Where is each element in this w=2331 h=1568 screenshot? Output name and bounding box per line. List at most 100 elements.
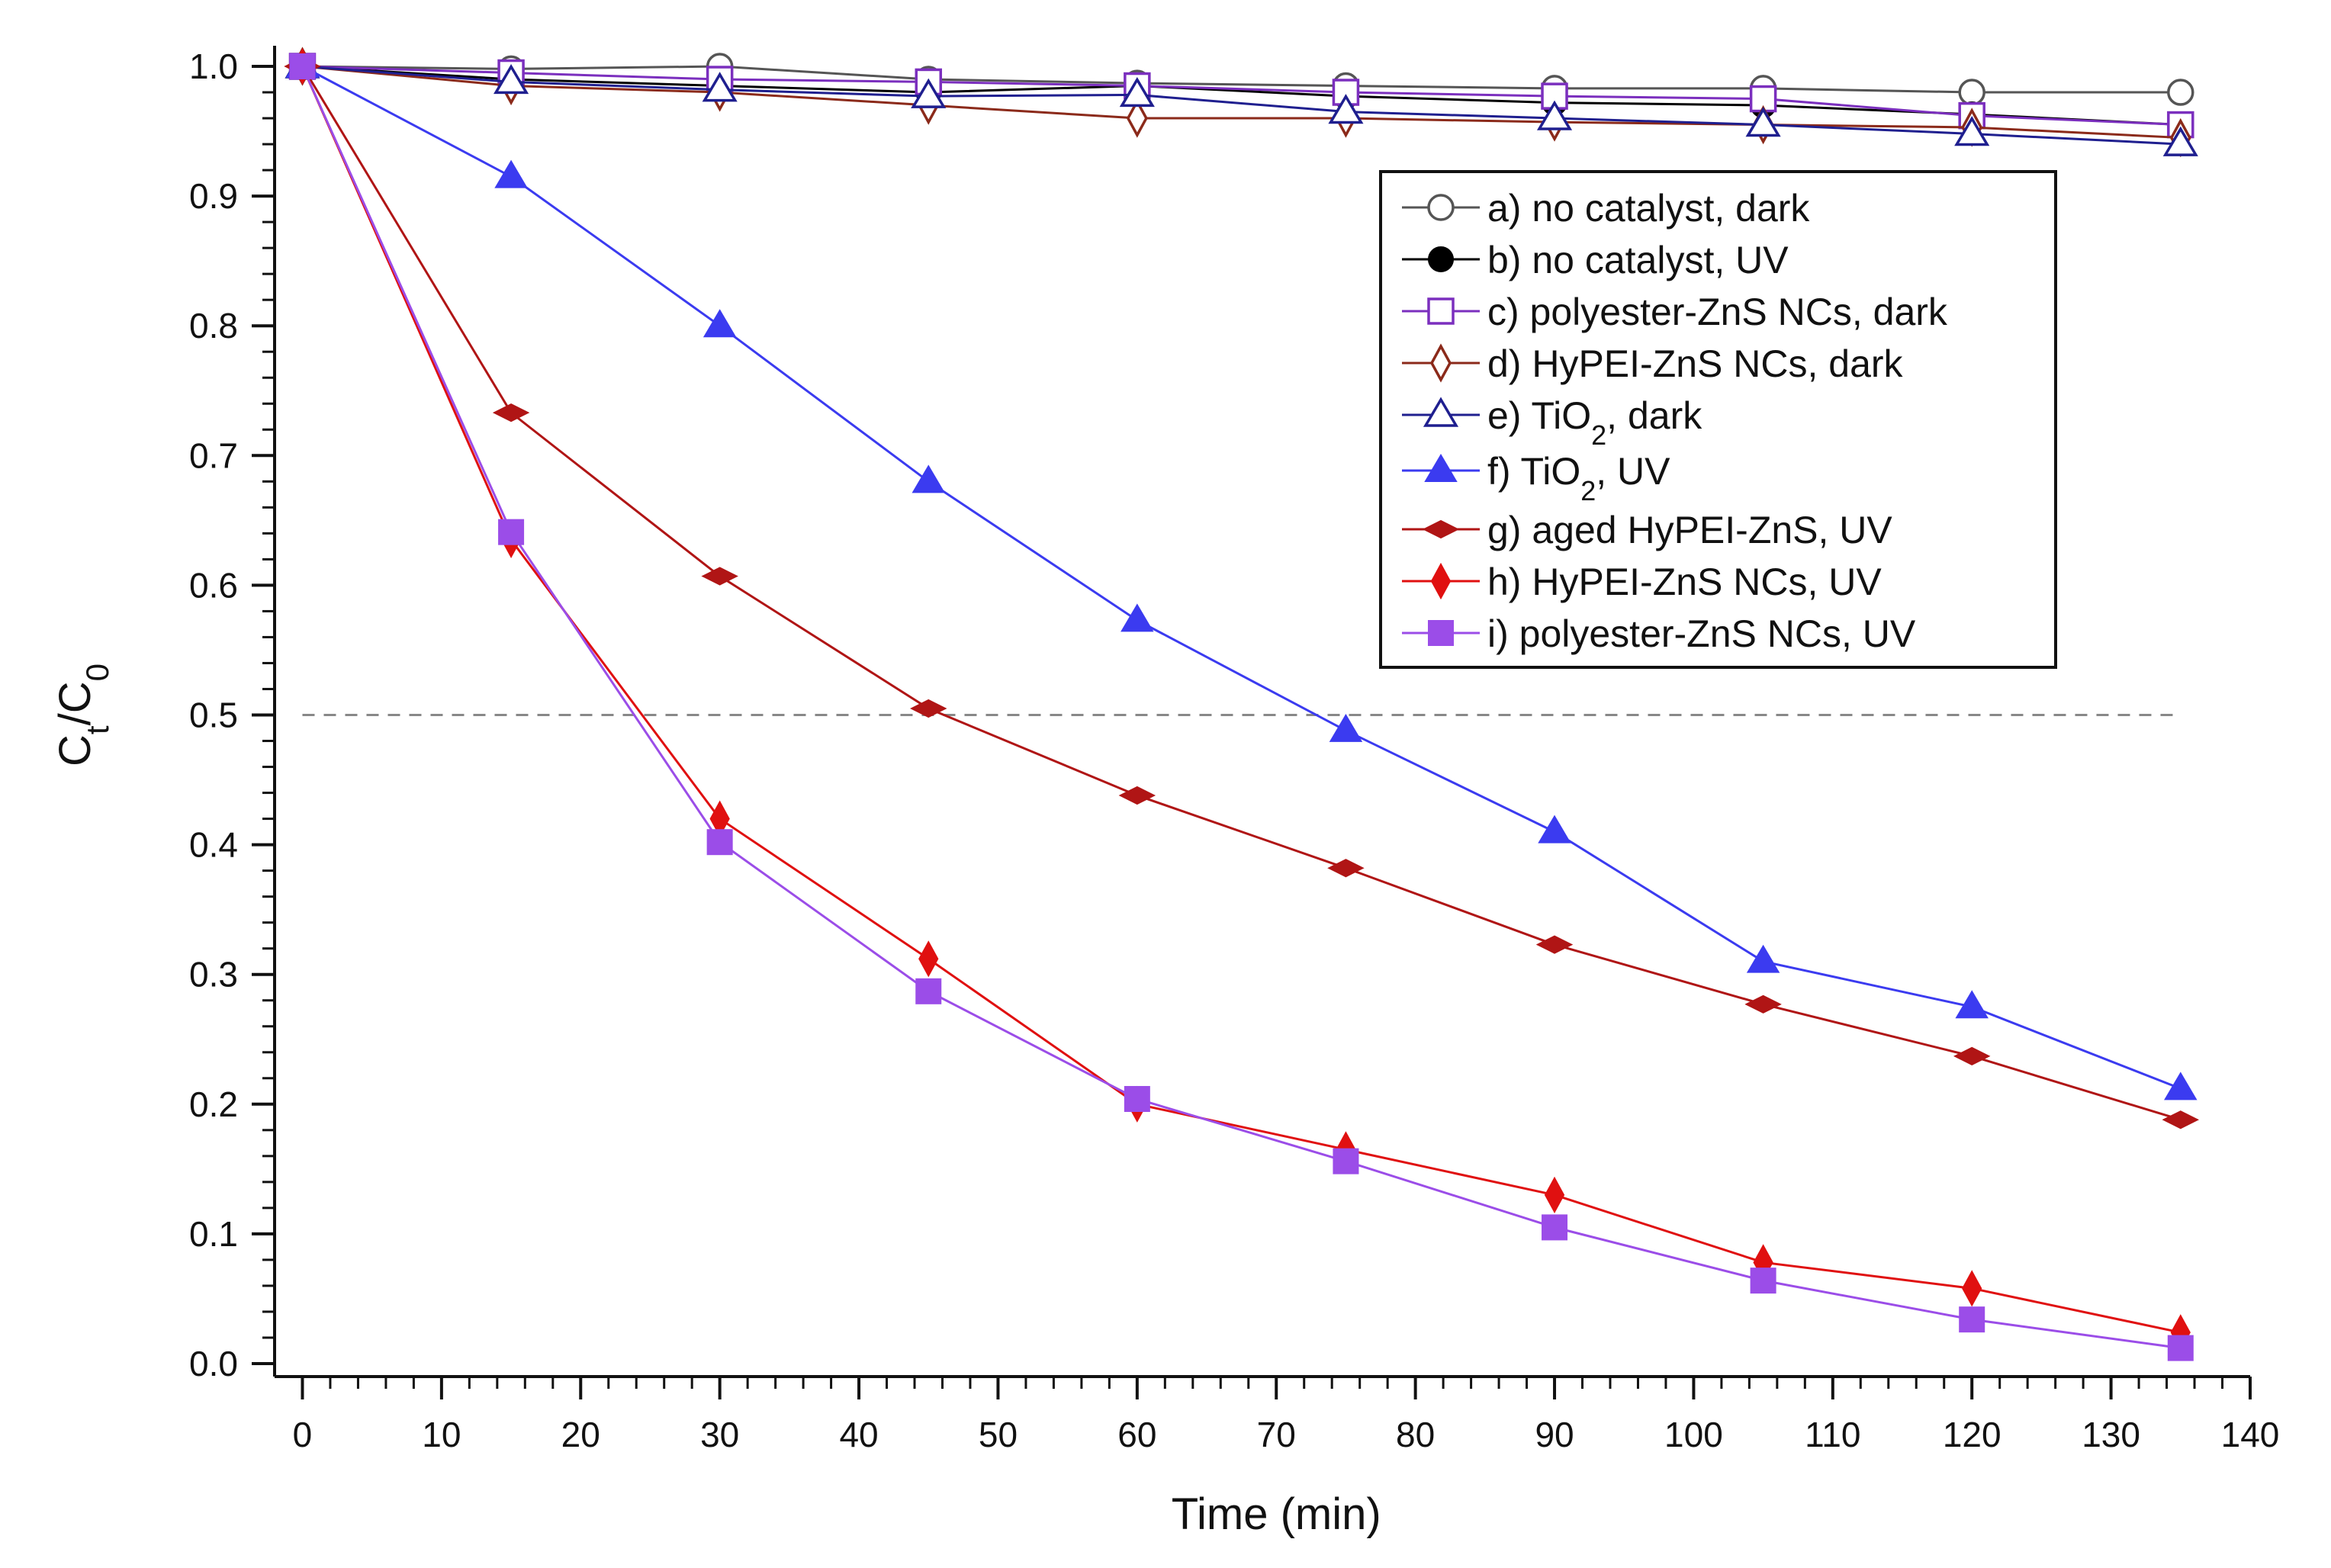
data-point (492, 403, 530, 423)
data-point (1535, 935, 1574, 954)
legend-entry: i) polyester-ZnS NCs, UV (1402, 612, 1916, 655)
series-line (302, 65, 2181, 146)
data-point (1750, 1268, 1776, 1294)
legend-entry: d) HyPEI-ZnS NCs, dark (1402, 342, 1904, 385)
y-tick-label: 0.0 (189, 1344, 238, 1383)
y-tick-label: 1.0 (189, 47, 238, 86)
series-line (302, 65, 2181, 127)
data-point (1958, 79, 1985, 106)
data-point (1959, 1306, 1985, 1333)
legend-marker (1423, 397, 1459, 427)
legend-marker (1428, 246, 1454, 272)
legend-marker (1427, 297, 1455, 325)
series-line (301, 66, 2181, 1350)
y-axis-title-sub2: 0 (79, 664, 115, 681)
y-axis-title-main: C (50, 734, 100, 766)
x-tick-label: 80 (1396, 1415, 1435, 1454)
legend-marker (1430, 562, 1452, 600)
x-tick-label: 130 (2082, 1415, 2140, 1454)
y-axis-title: Ct/C0 (50, 664, 115, 766)
y-tick-label: 0.3 (189, 955, 238, 994)
data-point (1544, 1176, 1565, 1213)
legend-marker (1422, 519, 1460, 539)
series-line (301, 66, 2181, 1121)
x-tick-label: 40 (839, 1415, 878, 1454)
data-point (910, 699, 947, 718)
legend-label: h) HyPEI-ZnS NCs, UV (1487, 561, 1882, 603)
x-tick-label: 10 (422, 1415, 461, 1454)
legend-entry: e) TiO2, dark (1402, 394, 1702, 451)
x-tick-label: 120 (1943, 1415, 2001, 1454)
x-tick-label: 30 (700, 1415, 739, 1454)
data-point (1744, 994, 1782, 1014)
data-point (2162, 126, 2198, 156)
legend-marker (1430, 343, 1452, 383)
series-5 (285, 48, 2198, 156)
data-point (1333, 1148, 1359, 1174)
data-point (1124, 1085, 1150, 1112)
data-point (494, 63, 529, 95)
data-point (2162, 1110, 2200, 1129)
y-tick-label: 0.9 (189, 176, 238, 216)
x-tick-label: 20 (561, 1415, 600, 1454)
legend-label: b) no catalyst, UV (1487, 239, 1789, 281)
series-layer (284, 47, 2200, 1361)
legend-label: e) TiO2, dark (1487, 394, 1702, 451)
x-tick-label: 70 (1257, 1415, 1296, 1454)
data-point (2167, 79, 2194, 106)
series-9 (289, 53, 2194, 1361)
x-tick-label: 100 (1664, 1415, 1723, 1454)
x-tick-label: 110 (1805, 1415, 1860, 1454)
y-tick-label: 0.5 (189, 696, 238, 735)
legend-label: a) no catalyst, dark (1487, 187, 1810, 230)
series-1 (288, 53, 2194, 106)
y-axis-title-sub1: t (79, 725, 115, 734)
data-point (1745, 107, 1781, 137)
data-point (1327, 859, 1365, 878)
data-point (912, 464, 946, 493)
legend-entry: b) no catalyst, UV (1402, 239, 1789, 281)
data-point (2164, 1072, 2198, 1100)
series-line (302, 65, 2181, 127)
x-axis-title: Time (min) (1172, 1489, 1381, 1539)
x-tick-label: 50 (979, 1415, 1018, 1454)
x-tick-label: 90 (1535, 1415, 1574, 1454)
legend: a) no catalyst, dark b) no catalyst, UV c)… (1379, 170, 2057, 669)
data-point (1962, 1270, 1982, 1307)
data-point (1542, 1214, 1568, 1241)
data-point (1538, 815, 1571, 843)
data-point (498, 519, 525, 545)
x-tick-label: 0 (293, 1415, 313, 1454)
data-point (1536, 100, 1573, 130)
legend-entry: h) HyPEI-ZnS NCs, UV (1402, 561, 1882, 603)
data-point (1328, 94, 1364, 124)
data-point (1746, 944, 1780, 973)
data-point (1953, 1046, 1991, 1065)
legend-marker (1424, 454, 1458, 482)
series-line (301, 66, 2181, 1334)
data-point (701, 567, 738, 586)
data-point (1120, 603, 1154, 632)
data-point (918, 940, 939, 978)
y-tick-label: 0.7 (189, 435, 238, 475)
legend-label: g) aged HyPEI-ZnS, UV (1487, 509, 1892, 551)
x-tick-label: 140 (2221, 1415, 2280, 1454)
series-line (301, 65, 2181, 1090)
data-point (1955, 990, 1989, 1019)
series-line (302, 65, 2181, 94)
data-point (1329, 713, 1363, 742)
data-point (1954, 116, 1990, 146)
legend-label: f) TiO2, UV (1487, 450, 1670, 506)
series-3 (288, 53, 2194, 139)
data-point (1118, 786, 1156, 805)
y-tick-label: 0.2 (189, 1084, 238, 1124)
data-point (289, 53, 316, 80)
axes: 0 10 20 30 40 50 60 70 80 90 100 110 120 130 140 0.0 0.1… (189, 46, 2279, 1454)
series-line (302, 65, 2181, 140)
legend-entry: c) polyester-ZnS NCs, dark (1402, 291, 1948, 333)
y-tick-label: 0.1 (189, 1214, 238, 1254)
y-tick-label: 0.6 (189, 565, 238, 605)
data-point (706, 829, 733, 856)
y-tick-label: 0.4 (189, 825, 238, 865)
data-point (703, 309, 737, 338)
